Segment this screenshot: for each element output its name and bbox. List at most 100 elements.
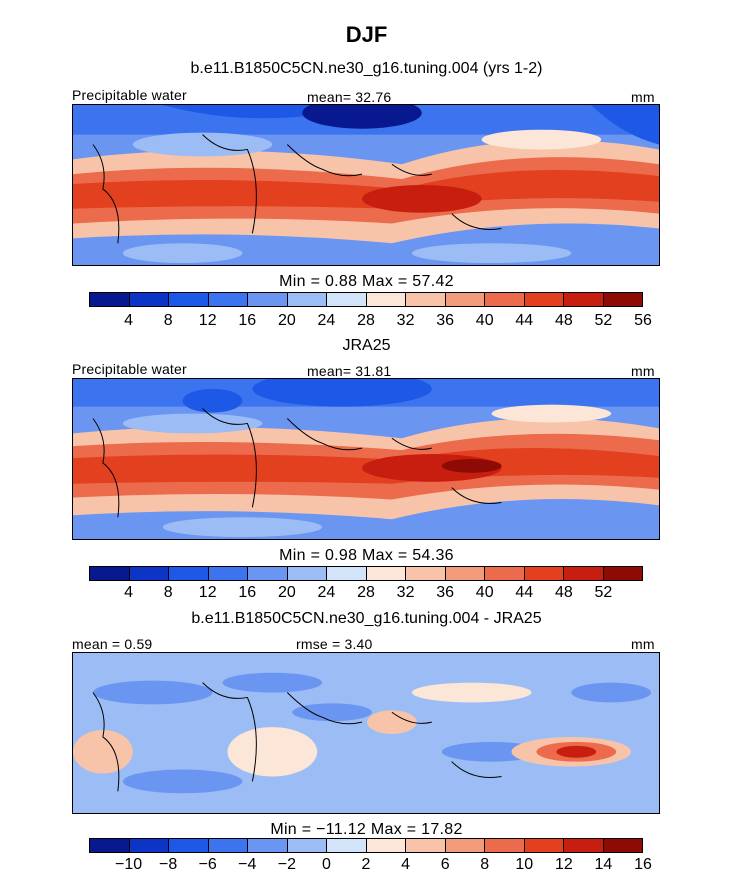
colorbar-cell: [287, 839, 327, 852]
colorbar-cell: [169, 839, 209, 852]
colorbar-cell: [248, 293, 288, 306]
panel1-colorbar-labels: 4 8 12 16 20 24 28 32 36 40 44 48 52 56: [89, 312, 652, 330]
colorbar-cell: [90, 293, 130, 306]
colorbar-tick-label: 12: [198, 584, 217, 601]
season-title: DJF: [345, 22, 388, 47]
colorbar-cell: [129, 567, 169, 580]
colorbar-tick-label: 24: [317, 312, 336, 329]
colorbar-tick-label: 32: [396, 312, 415, 329]
colorbar-cell: [208, 567, 248, 580]
colorbar-tick-label: 52: [594, 584, 613, 601]
colorbar-cell: [485, 293, 525, 306]
colorbar-cell: [327, 293, 367, 306]
colorbar-tick-label: 0: [321, 856, 331, 873]
colorbar-cell: [248, 839, 288, 852]
colorbar-tick-label: 8: [163, 312, 173, 329]
colorbar-cell: [485, 839, 525, 852]
colorbar-tick-label: 20: [277, 312, 296, 329]
panel1-colorbar: [89, 292, 643, 307]
panel2-colorbar-labels: 4 8 12 16 20 24 28 32 36 40 44 48 52: [89, 584, 643, 602]
colorbar-tick-label: 8: [163, 584, 173, 601]
colorbar-tick-label: −8: [159, 856, 178, 873]
colorbar-tick-label: 4: [124, 312, 134, 329]
colorbar-tick-label: 40: [475, 584, 494, 601]
colorbar-tick-label: −2: [277, 856, 296, 873]
panel2-mean-label: mean= 31.81: [307, 363, 392, 379]
colorbar-tick-label: 44: [515, 584, 534, 601]
colorbar-cell: [90, 567, 130, 580]
panel3-rmse-label: rmse = 3.40: [296, 636, 373, 652]
colorbar-cell: [129, 293, 169, 306]
colorbar-tick-label: 28: [357, 312, 375, 329]
colorbar-cell: [169, 293, 209, 306]
panel2-left-label: Precipitable water: [72, 361, 187, 377]
colorbar-tick-label: 8: [480, 856, 490, 873]
colorbar-tick-label: 14: [594, 856, 613, 873]
panel2-field: [73, 379, 659, 539]
panel2-colorbar: [89, 566, 643, 581]
colorbar-cell: [406, 839, 446, 852]
colorbar-cell: [287, 567, 327, 580]
colorbar-tick-label: 16: [238, 584, 257, 601]
colorbar-cell: [485, 567, 525, 580]
colorbar-tick-label: 4: [124, 584, 134, 601]
colorbar-tick-label: 32: [396, 584, 415, 601]
colorbar-tick-label: 52: [594, 312, 613, 329]
colorbar-tick-label: 10: [515, 856, 534, 873]
colorbar-cell: [248, 567, 288, 580]
panel2-minmax: Min = 0.98 Max = 54.36: [279, 547, 454, 564]
colorbar-cell: [208, 293, 248, 306]
colorbar-cell: [129, 839, 169, 852]
panel3-colorbar: [89, 838, 643, 853]
panel1-title: b.e11.B1850C5CN.ne30_g16.tuning.004 (yrs…: [190, 60, 543, 77]
colorbar-cell: [603, 567, 642, 580]
colorbar-tick-label: 16: [634, 856, 652, 873]
colorbar-cell: [524, 839, 564, 852]
panel3-minmax: Min = −11.12 Max = 17.82: [270, 821, 463, 838]
colorbar-cell: [564, 839, 604, 852]
colorbar-tick-label: 36: [436, 312, 455, 329]
colorbar-cell: [169, 567, 209, 580]
panel3-colorbar-labels: −10 −8 −6 −4 −2 0 2 4 6 8 10 12 14 16: [89, 856, 652, 874]
colorbar-tick-label: 2: [361, 856, 371, 873]
colorbar-tick-label: −4: [238, 856, 257, 873]
colorbar-cell: [366, 567, 406, 580]
colorbar-tick-label: 40: [475, 312, 494, 329]
colorbar-tick-label: 4: [401, 856, 411, 873]
panel2-title: JRA25: [342, 337, 391, 354]
panel3-mean-label: mean = 0.59: [72, 636, 153, 652]
colorbar-cell: [524, 567, 564, 580]
colorbar-cell: [603, 839, 642, 852]
panel1-field: [73, 105, 659, 265]
colorbar-cell: [90, 839, 130, 852]
panel1-left-label: Precipitable water: [72, 87, 187, 103]
colorbar-cell: [366, 293, 406, 306]
colorbar-cell: [327, 839, 367, 852]
colorbar-cell: [327, 567, 367, 580]
colorbar-tick-label: 24: [317, 584, 336, 601]
colorbar-tick-label: 16: [238, 312, 257, 329]
colorbar-tick-label: 36: [436, 584, 455, 601]
colorbar-cell: [287, 293, 327, 306]
panel1-mean-label: mean= 32.76: [307, 89, 392, 105]
panel1-units-label: mm: [631, 89, 655, 105]
colorbar-tick-label: 48: [554, 312, 573, 329]
colorbar-tick-label: 56: [634, 312, 652, 329]
panel3-title: b.e11.B1850C5CN.ne30_g16.tuning.004 - JR…: [191, 610, 542, 627]
colorbar-tick-label: 48: [554, 584, 573, 601]
panel2-units-label: mm: [631, 363, 655, 379]
panel1-minmax: Min = 0.88 Max = 57.42: [279, 273, 454, 290]
panel3-map: [72, 652, 660, 814]
colorbar-cell: [564, 293, 604, 306]
panel1-map: [72, 104, 660, 266]
colorbar-cell: [445, 567, 485, 580]
colorbar-cell: [445, 839, 485, 852]
colorbar-tick-label: 44: [515, 312, 534, 329]
colorbar-tick-label: −10: [114, 856, 143, 873]
colorbar-cell: [564, 567, 604, 580]
colorbar-cell: [366, 839, 406, 852]
colorbar-cell: [445, 293, 485, 306]
colorbar-tick-label: 6: [440, 856, 450, 873]
colorbar-cell: [208, 839, 248, 852]
panel3-units-label: mm: [631, 636, 655, 652]
